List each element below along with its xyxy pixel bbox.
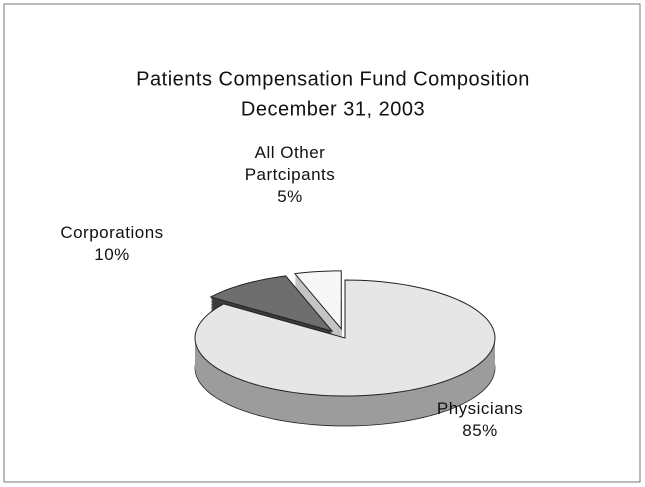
- label-box: All Other Partcipants 5%: [235, 142, 345, 208]
- slice-label: Corporations 10%: [32, 222, 192, 266]
- value-label: 85%: [462, 421, 498, 440]
- chart-subtitle: December 31, 2003: [241, 98, 425, 120]
- slice-label: All Other Partcipants 5%: [235, 142, 345, 208]
- value-label: 5%: [277, 187, 303, 206]
- pie: [194, 270, 496, 427]
- slice-label: Physicians 85%: [400, 398, 560, 442]
- label-box: Corporations 10%: [32, 222, 192, 266]
- slice: [209, 275, 334, 333]
- category-label: Corporations: [60, 223, 164, 242]
- slice: [194, 279, 496, 397]
- slice: [293, 270, 342, 331]
- value-label: 10%: [94, 245, 130, 264]
- category-label: All Other Partcipants: [244, 143, 336, 184]
- chart-title: Patients Compensation Fund Composition: [136, 68, 530, 90]
- category-label: Physicians: [436, 399, 524, 418]
- label-box: Physicians 85%: [400, 398, 560, 442]
